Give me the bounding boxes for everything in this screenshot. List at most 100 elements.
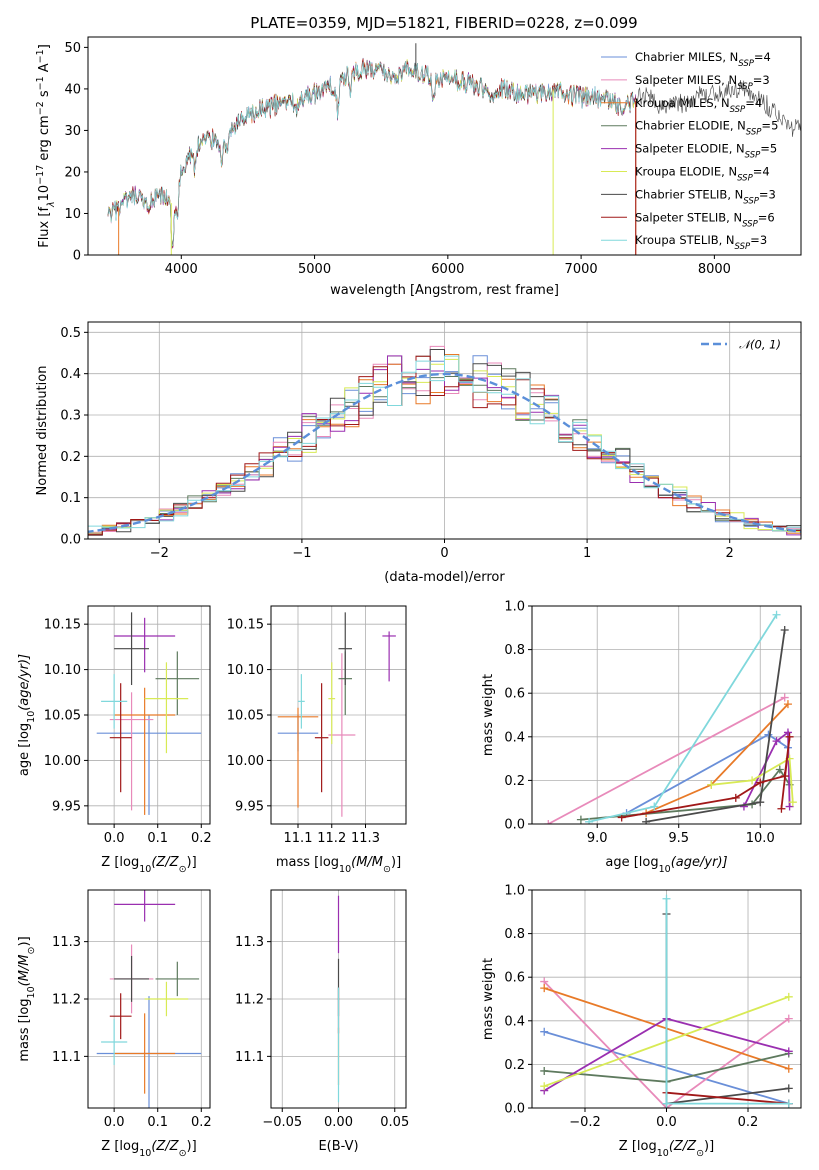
axes-frame [87, 36, 802, 256]
errorbar-point [109, 683, 132, 793]
panel-mass-vs-ebv: −0.05 0.00 0.05 11.1 11.2 11.3 E(B-V) [235, 889, 409, 1154]
panel-age-vs-mass: 11.1 11.2 11.3 9.95 10.00 10.05 10.10 10.15 mass… [227, 605, 407, 875]
y-tick-label: 11.3 [52, 935, 81, 950]
errorbar-point [298, 674, 305, 729]
spectrum-line-kroupa-stelib [107, 61, 635, 248]
x-axis-label: Z [log10(Z/Z⊙)] [619, 1139, 714, 1159]
errorbar-point [101, 674, 128, 729]
legend-nssp: 3 [762, 73, 769, 87]
legend-nssp: 4 [764, 50, 771, 64]
series-marker [707, 780, 716, 789]
x-tick-label: 0.1 [147, 1115, 168, 1130]
figure-title: PLATE=0359, MJD=51821, FIBERID=0228, z=0… [250, 14, 637, 32]
x-tick-label: 7000 [565, 262, 598, 277]
x-axis-label: Z [log10(Z/Z⊙)] [101, 1139, 196, 1159]
y-axis-label: mass [log10(M/M⊙)] [17, 936, 37, 1061]
errorbar-point [144, 662, 189, 754]
y-tick-label: 10.10 [227, 663, 264, 678]
errorbar-point [114, 617, 176, 673]
y-tick-label: 9.95 [235, 799, 264, 814]
legend-nssp: 5 [771, 119, 778, 133]
legend-entry: Kroupa ELODIE, NSSP=4 [635, 165, 770, 184]
series-line-salpeter-miles [543, 980, 790, 1108]
series-marker [650, 802, 659, 811]
series-line-salpeter-stelib [666, 1091, 789, 1105]
legend-series-name: Chabrier STELIB [635, 187, 727, 201]
y-tick-label: 0.4 [60, 367, 81, 382]
histogram-salpeter-stelib [88, 355, 801, 537]
legend-entry: 𝒩(0, 1) [739, 338, 781, 352]
x-tick-label: 0.0 [104, 831, 125, 846]
errorbar-point [314, 683, 329, 793]
legend-nssp: 5 [770, 142, 777, 156]
y-tick-label: 10.00 [44, 754, 81, 769]
series-marker [642, 817, 651, 824]
errorbar-point [101, 1019, 128, 1065]
x-axis-label: E(B-V) [318, 1139, 358, 1154]
legend-series-name: Salpeter MILES [635, 73, 721, 87]
legend-series-name: Kroupa STELIB [635, 233, 719, 247]
x-tick-label: 8000 [698, 262, 731, 277]
errorbar-point [114, 1013, 176, 1094]
series-marker [748, 776, 757, 785]
y-tick-label: 10.15 [227, 618, 264, 633]
x-tick-label: 1 [583, 546, 591, 561]
spectrum-line-chabrier-miles [107, 57, 636, 245]
legend-nssp: 4 [762, 165, 769, 179]
y-tick-label: 1.0 [504, 884, 525, 899]
errorbar-point [109, 692, 154, 811]
legend-nssp: 3 [769, 187, 776, 201]
errorbar-point [144, 981, 189, 1017]
y-tick-label: 10.05 [44, 709, 81, 724]
x-tick-label: 0.05 [380, 1115, 409, 1130]
x-tick-label: −1 [292, 546, 311, 561]
series-marker [784, 1047, 793, 1056]
x-tick-label: 9.5 [668, 831, 689, 846]
y-tick-label: 0.4 [504, 1014, 525, 1029]
errorbar-point [328, 662, 336, 745]
series-line-chabrier-stelib [645, 629, 786, 823]
x-tick-label: 9.0 [587, 831, 608, 846]
x-tick-label: 5000 [298, 262, 331, 277]
series-marker [756, 798, 765, 807]
x-tick-label: 0 [440, 546, 448, 561]
panel-age-vs-Z: 0.0 0.1 0.2 9.95 10.00 10.05 10.10 10.15 Z [log1… [17, 605, 212, 875]
panel-spectrum: 4000 5000 6000 7000 8000 0 10 20 30 40 50 wavelengt… [35, 36, 802, 298]
series-marker [775, 765, 784, 774]
legend-entry: Salpeter STELIB, NSSP=6 [635, 210, 775, 229]
x-axis-label: (data-model)/error [384, 570, 505, 585]
y-axis-label: age [log10(age/yr)] [17, 654, 37, 776]
errorbar-point [328, 653, 356, 817]
series-marker [662, 1099, 671, 1108]
series-marker [784, 992, 793, 1001]
panel-massweight-vs-Z: −0.2 0.0 0.2 0.0 0.2 0.4 0.6 0.8 1.0 Z [log10(Z/Z… [481, 884, 802, 1159]
x-axis-label: wavelength [Angstrom, rest frame] [330, 283, 559, 298]
series-marker [784, 1014, 793, 1023]
x-tick-label: 0.2 [191, 1115, 212, 1130]
y-axis-label: mass weight [481, 958, 496, 1040]
y-tick-label: 0.0 [504, 1102, 525, 1117]
y-tick-label: 11.2 [235, 993, 264, 1008]
series-marker [785, 802, 794, 811]
errorbar-point [109, 993, 132, 1040]
y-tick-label: 0.0 [504, 818, 525, 833]
y-tick-label: 0.0 [60, 533, 81, 548]
series-line-salpeter-elodie [743, 730, 791, 808]
y-tick-label: 20 [64, 165, 81, 180]
legend-entry: Salpeter ELODIE, NSSP=5 [635, 142, 777, 161]
series-marker [777, 804, 786, 813]
axes-frame [531, 605, 802, 825]
x-tick-label: 4000 [165, 262, 198, 277]
series-marker [731, 793, 740, 802]
y-tick-label: 0.2 [60, 450, 81, 465]
series-marker [772, 610, 781, 619]
panel-residuals: −2 −1 0 1 2 0.0 0.1 0.2 0.3 0.4 0.5 (data-model)/er… [35, 321, 802, 585]
x-tick-label: 6000 [431, 262, 464, 277]
series-line-salpeter-stelib [621, 736, 791, 819]
gaussian-curve [88, 372, 801, 534]
panel-massweight-vs-age: 9.0 9.5 10.0 0.0 0.2 0.4 0.6 0.8 1.0 age [log10(a… [481, 600, 802, 875]
series-marker [739, 802, 748, 811]
series-marker [544, 820, 553, 824]
legend-series-name: Chabrier ELODIE [635, 119, 730, 133]
